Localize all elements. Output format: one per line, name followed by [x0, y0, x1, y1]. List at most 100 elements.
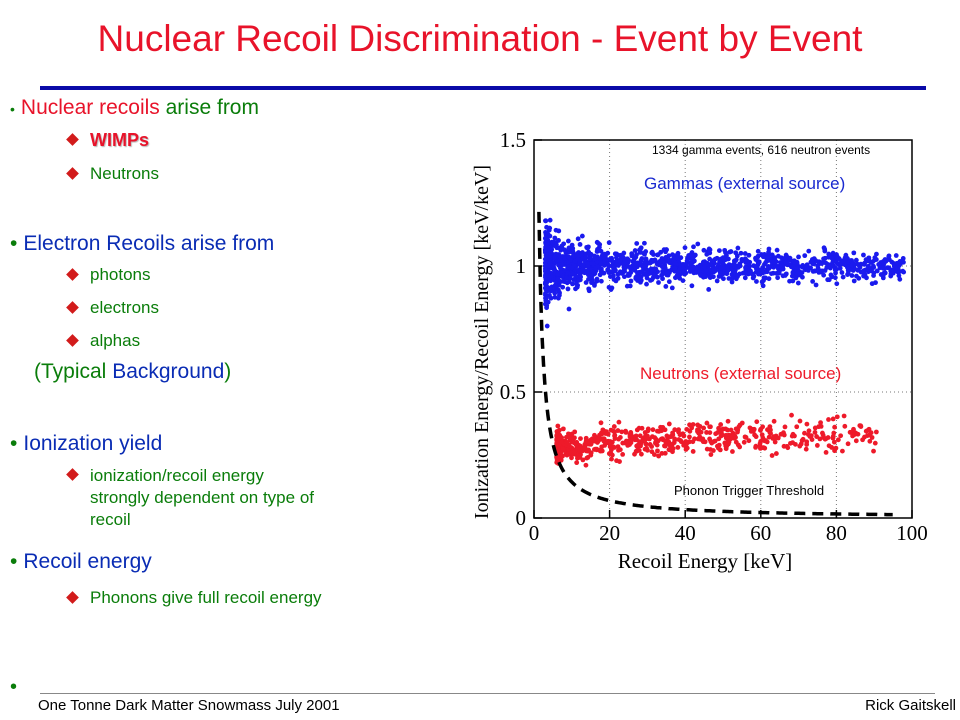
neutron-point [792, 441, 798, 447]
ionization-line-2: strongly dependent on type of [90, 488, 314, 507]
neutron-point [759, 432, 765, 438]
gamma-point [832, 267, 838, 273]
gamma-point [627, 283, 633, 289]
neutron-point [658, 436, 664, 442]
neutron-point [700, 439, 706, 445]
neutron-point [743, 435, 749, 440]
gamma-point [566, 254, 572, 260]
neutron-point [569, 431, 575, 437]
neutron-point [863, 428, 869, 434]
gamma-point [580, 266, 586, 272]
gamma-point [825, 262, 831, 267]
gamma-point [810, 261, 816, 267]
close-paren: ) [224, 360, 232, 383]
gamma-point [874, 251, 879, 257]
gamma-point [559, 262, 565, 267]
gamma-point [775, 275, 781, 281]
neutron-point [733, 439, 739, 445]
bullet-ionization-yield: • Ionization yield [10, 432, 163, 455]
neutron-point [571, 436, 576, 442]
gamma-point [606, 263, 612, 269]
neutron-point [722, 433, 728, 438]
neutron-point [616, 419, 622, 425]
neutron-point [604, 429, 609, 435]
gamma-point [854, 261, 860, 267]
arise-from-label: arise from [159, 96, 259, 119]
neutron-point [753, 434, 759, 440]
neutron-point [767, 429, 773, 435]
grid-lines [534, 140, 912, 518]
gamma-point [790, 264, 796, 270]
gamma-point [560, 284, 566, 290]
gamma-point [742, 275, 748, 281]
gamma-point [573, 286, 578, 292]
gamma-point [607, 256, 613, 262]
neutron-point [805, 432, 811, 437]
neutron-point [652, 435, 658, 441]
gamma-point [556, 262, 561, 268]
neutron-point [620, 452, 626, 457]
gamma-point [669, 285, 675, 291]
gamma-point [543, 241, 549, 247]
gamma-point [779, 255, 784, 261]
gamma-point [660, 268, 665, 274]
x-tick-label: 80 [826, 521, 847, 545]
neutron-point [762, 438, 768, 444]
neutron-point [624, 439, 630, 444]
gamma-point [593, 268, 599, 274]
gamma-point [563, 248, 569, 254]
neutron-point [675, 445, 681, 450]
gamma-point [547, 260, 553, 266]
gamma-point [846, 266, 851, 272]
gamma-point [893, 253, 899, 258]
gamma-point [785, 262, 791, 268]
gamma-point [802, 253, 808, 259]
gamma-point [558, 247, 564, 253]
gamma-point [605, 250, 611, 256]
gamma-point [544, 323, 550, 329]
gamma-point [796, 254, 801, 260]
gamma-point [806, 248, 812, 254]
gamma-point [628, 266, 634, 272]
neutron-point [718, 433, 724, 439]
neutron-point [664, 433, 670, 439]
gamma-point [780, 273, 786, 279]
neutron-point [577, 455, 583, 460]
gamma-point [544, 303, 550, 309]
gamma-point [635, 275, 641, 280]
neutron-point [758, 427, 763, 433]
x-tick-label: 0 [529, 521, 540, 545]
x-axis-label: Recoil Energy [keV] [618, 549, 793, 573]
neutron-point [662, 443, 668, 449]
gamma-point [822, 268, 828, 273]
recoil-energy-label: Recoil energy [23, 550, 152, 573]
neutron-point [659, 450, 665, 456]
gamma-point [594, 276, 600, 282]
gamma-point [738, 250, 744, 256]
ionization-yield-label: Ionization yield [23, 432, 163, 455]
gamma-point [610, 268, 616, 274]
gamma-point [544, 284, 549, 290]
x-tick-label: 40 [675, 521, 696, 545]
gamma-points [542, 217, 907, 329]
neutron-point [620, 440, 626, 446]
neutron-point [684, 445, 690, 451]
neutron-point [812, 429, 818, 435]
neutron-point [616, 436, 622, 442]
gamma-point [723, 250, 728, 256]
gamma-point [645, 268, 651, 274]
neutron-point [611, 424, 617, 429]
gamma-point [556, 228, 562, 234]
gamma-point [701, 247, 707, 253]
alphas-label: alphas [90, 331, 141, 350]
neutron-point [718, 422, 724, 427]
gamma-point [552, 268, 557, 274]
gamma-point [746, 252, 752, 258]
gamma-point [720, 261, 726, 267]
neutron-point [599, 444, 605, 450]
gamma-point [657, 259, 663, 264]
gamma-point [552, 235, 558, 241]
bullet-recoil-energy: • Recoil energy [10, 550, 152, 573]
neutron-point [754, 419, 760, 425]
gamma-point [542, 256, 548, 262]
